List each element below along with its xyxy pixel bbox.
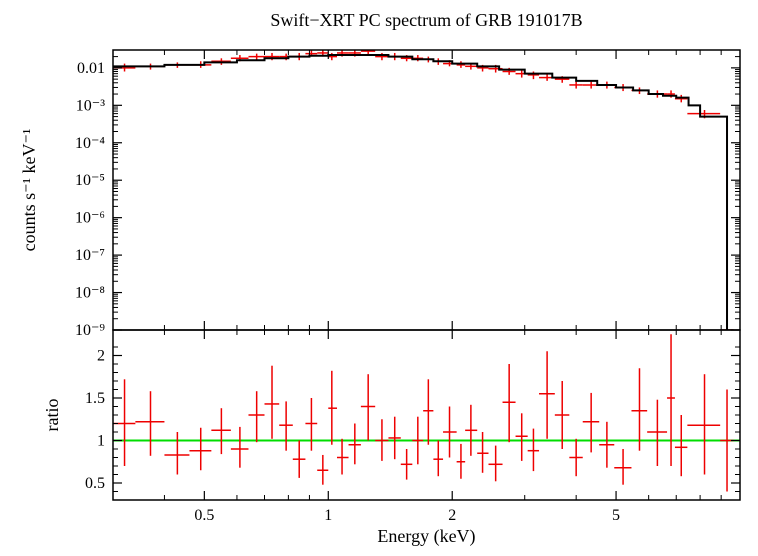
x-axis-label: Energy (keV) (377, 526, 475, 547)
svg-text:10⁻³: 10⁻³ (76, 97, 105, 114)
svg-text:2: 2 (97, 348, 105, 365)
svg-text:5: 5 (612, 507, 620, 524)
svg-text:1.5: 1.5 (85, 390, 105, 407)
svg-text:1: 1 (324, 507, 332, 524)
svg-text:0.5: 0.5 (85, 475, 105, 492)
svg-text:0.5: 0.5 (194, 507, 214, 524)
svg-text:10⁻⁶: 10⁻⁶ (75, 210, 105, 227)
svg-text:10⁻⁹: 10⁻⁹ (75, 322, 105, 339)
svg-text:10⁻⁴: 10⁻⁴ (75, 135, 105, 152)
svg-text:1: 1 (97, 433, 105, 450)
svg-text:2: 2 (448, 507, 456, 524)
chart-title: Swift−XRT PC spectrum of GRB 191017B (270, 10, 582, 30)
y-axis-label-bottom: ratio (42, 399, 62, 432)
y-axis-label-top: counts s⁻¹ keV⁻¹ (19, 129, 39, 252)
svg-text:10⁻⁷: 10⁻⁷ (75, 247, 105, 264)
svg-text:10⁻⁸: 10⁻⁸ (75, 285, 105, 302)
svg-text:0.01: 0.01 (77, 60, 105, 77)
chart-container: 0.5 1 2 5 10⁻⁹ 10⁻⁸ 10⁻⁷ 10⁻⁶ 10⁻⁵ 10⁻⁴ 10⁻³ 0.01 0.… (0, 0, 758, 556)
svg-text:10⁻⁵: 10⁻⁵ (75, 172, 105, 189)
chart-svg: 0.5 1 2 5 10⁻⁹ 10⁻⁸ 10⁻⁷ 10⁻⁶ 10⁻⁵ 10⁻⁴ 10⁻³ 0.01 0.… (0, 0, 758, 556)
